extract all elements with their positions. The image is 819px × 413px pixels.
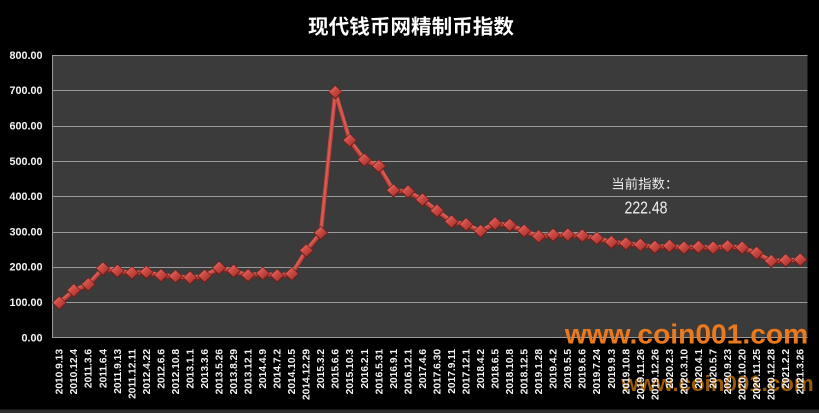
svg-text:200.00: 200.00 — [9, 262, 42, 274]
svg-text:2018.12.5: 2018.12.5 — [520, 349, 531, 395]
svg-text:2020.2.3: 2020.2.3 — [665, 349, 676, 389]
svg-text:2011.12.11: 2011.12.11 — [127, 349, 138, 399]
svg-text:2017.9.11: 2017.9.11 — [447, 349, 458, 394]
svg-text:2019.9.3: 2019.9.3 — [607, 349, 618, 389]
svg-text:2020.3.10: 2020.3.10 — [679, 349, 690, 395]
svg-text:2020.12.28: 2020.12.28 — [767, 349, 778, 400]
svg-text:0.00: 0.00 — [21, 332, 42, 344]
svg-text:2014.12.29: 2014.12.29 — [302, 349, 313, 400]
svg-text:2016.2.1: 2016.2.1 — [360, 349, 371, 389]
svg-text:2021.2.2: 2021.2.2 — [781, 349, 792, 389]
svg-text:2014.4.9: 2014.4.9 — [258, 349, 269, 389]
svg-text:2018.6.5: 2018.6.5 — [491, 349, 502, 389]
svg-text:2010.12.4: 2010.12.4 — [69, 349, 80, 395]
svg-text:2020.11.25: 2020.11.25 — [752, 349, 763, 400]
svg-text:2016.5.31: 2016.5.31 — [374, 349, 385, 395]
svg-text:2020.4.1: 2020.4.1 — [694, 349, 705, 389]
svg-text:2012.4.22: 2012.4.22 — [142, 349, 153, 395]
svg-text:100.00: 100.00 — [9, 297, 42, 309]
svg-text:2013.8.29: 2013.8.29 — [229, 349, 240, 395]
svg-text:2012.6.6: 2012.6.6 — [156, 349, 167, 389]
svg-text:700.00: 700.00 — [9, 85, 42, 97]
svg-text:2014.7.2: 2014.7.2 — [273, 349, 284, 389]
svg-text:2011.3.6: 2011.3.6 — [84, 349, 95, 388]
svg-text:600.00: 600.00 — [9, 121, 42, 133]
svg-text:www.coin001.com: www.coin001.com — [564, 318, 808, 350]
svg-text:400.00: 400.00 — [9, 191, 42, 203]
svg-text:2012.10.8: 2012.10.8 — [171, 349, 182, 395]
svg-text:2018.4.2: 2018.4.2 — [476, 349, 487, 389]
svg-text:2013.1.1: 2013.1.1 — [185, 349, 196, 389]
svg-text:2019.1.28: 2019.1.28 — [534, 349, 545, 395]
svg-text:2013.3.6: 2013.3.6 — [200, 349, 211, 389]
svg-text:2019.7.24: 2019.7.24 — [592, 349, 603, 395]
svg-text:2017.4.6: 2017.4.6 — [418, 349, 429, 389]
svg-text:2021.3.26: 2021.3.26 — [796, 349, 807, 395]
svg-text:2019.11.26: 2019.11.26 — [636, 349, 647, 400]
svg-text:2019.4.2: 2019.4.2 — [549, 349, 560, 389]
svg-text:2016.9.1: 2016.9.1 — [389, 349, 400, 389]
svg-text:300.00: 300.00 — [9, 226, 42, 238]
svg-text:2019.5.5: 2019.5.5 — [563, 349, 574, 389]
svg-text:www.coin001.com: www.coin001.com — [620, 371, 813, 396]
svg-text:500.00: 500.00 — [9, 156, 42, 168]
svg-text:2020.5.7: 2020.5.7 — [709, 349, 720, 389]
svg-text:2015.6.6: 2015.6.6 — [331, 349, 342, 389]
svg-text:222.48: 222.48 — [625, 198, 668, 218]
svg-text:2010.9.13: 2010.9.13 — [55, 349, 66, 395]
svg-text:2016.12.1: 2016.12.1 — [403, 349, 414, 395]
svg-text:2017.6.30: 2017.6.30 — [432, 349, 443, 395]
svg-text:2015.3.2: 2015.3.2 — [316, 349, 327, 389]
svg-text:2019.6.6: 2019.6.6 — [578, 349, 589, 389]
svg-text:2013.5.26: 2013.5.26 — [215, 349, 226, 395]
svg-text:2019.10.8: 2019.10.8 — [621, 349, 632, 395]
svg-text:800.00: 800.00 — [9, 50, 42, 62]
svg-text:2011.6.4: 2011.6.4 — [98, 349, 109, 388]
svg-text:2017.12.1: 2017.12.1 — [462, 349, 473, 395]
svg-text:2014.10.5: 2014.10.5 — [287, 349, 298, 395]
svg-text:2015.10.3: 2015.10.3 — [345, 349, 356, 395]
svg-text:2020.10.20: 2020.10.20 — [738, 349, 749, 400]
svg-text:2019.12.26: 2019.12.26 — [650, 349, 661, 400]
svg-text:2018.10.8: 2018.10.8 — [505, 349, 516, 395]
svg-text:2013.12.1: 2013.12.1 — [244, 349, 255, 395]
svg-text:2011.9.13: 2011.9.13 — [113, 349, 124, 394]
svg-text:2020.9.23: 2020.9.23 — [723, 349, 734, 395]
